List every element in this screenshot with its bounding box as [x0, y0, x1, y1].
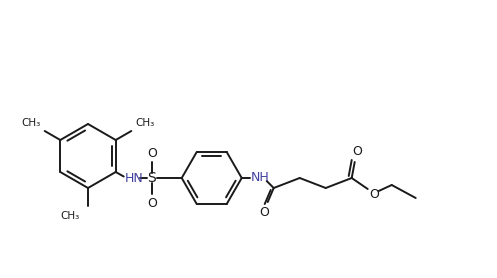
- Text: S: S: [147, 171, 156, 185]
- Text: NH: NH: [250, 170, 269, 183]
- Text: CH₃: CH₃: [61, 211, 80, 221]
- Text: O: O: [147, 197, 157, 210]
- Text: HN: HN: [124, 172, 143, 185]
- Text: CH₃: CH₃: [135, 118, 155, 128]
- Text: CH₃: CH₃: [21, 118, 41, 128]
- Text: O: O: [369, 187, 379, 200]
- Text: O: O: [352, 145, 362, 158]
- Text: O: O: [259, 205, 269, 219]
- Text: O: O: [147, 147, 157, 160]
